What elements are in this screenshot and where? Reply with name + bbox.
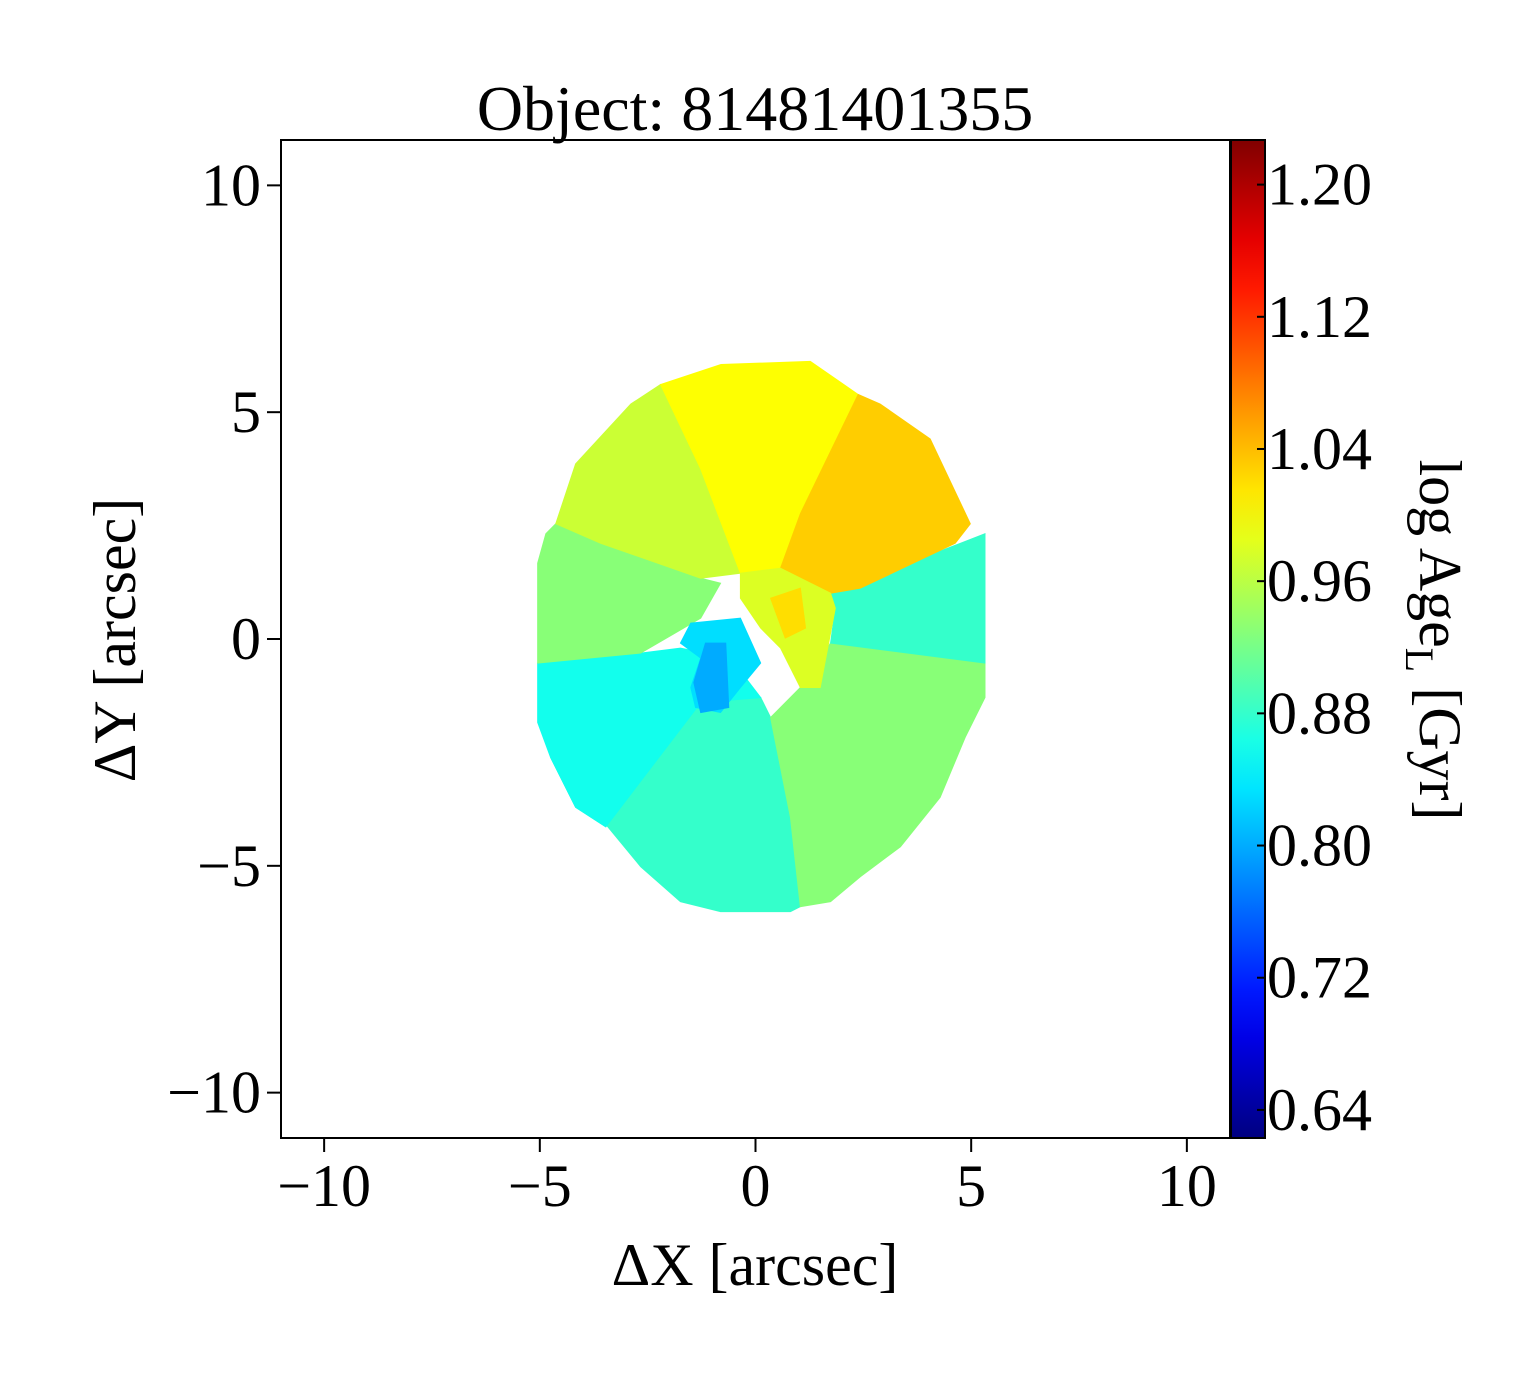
bin bbox=[769, 587, 807, 639]
x-axis-label: ΔX [arcsec] bbox=[612, 1232, 899, 1298]
colorbar bbox=[1230, 139, 1266, 1139]
y-tick-label: 5 bbox=[231, 379, 261, 445]
colorbar-label-unit: [Gyr] bbox=[1407, 672, 1473, 820]
chart-title: Object: 81481401355 bbox=[477, 73, 1033, 144]
y-tick-label: −5 bbox=[197, 833, 261, 899]
y-axis-label: ΔY [arcsec] bbox=[82, 498, 148, 783]
y-tick-label: 0 bbox=[231, 606, 261, 672]
colorbar-tick-label: 0.72 bbox=[1267, 945, 1372, 1011]
colorbar-tick-label: 0.80 bbox=[1267, 813, 1372, 879]
colorbar-label-sub: L bbox=[1397, 648, 1442, 672]
colorbar-tick-label: 0.64 bbox=[1267, 1077, 1372, 1143]
colorbar-label: log AgeL [Gyr] bbox=[1397, 459, 1473, 820]
bin bbox=[779, 393, 971, 594]
colorbar-tick-label: 1.04 bbox=[1267, 416, 1372, 482]
colorbar-tick-label: 1.12 bbox=[1267, 284, 1372, 350]
y-tick-label: −10 bbox=[167, 1060, 261, 1126]
x-tick-label: 10 bbox=[1157, 1153, 1217, 1219]
colorbar-tick-label: 0.96 bbox=[1267, 548, 1372, 614]
x-tick-label: −5 bbox=[508, 1153, 572, 1219]
colorbar-tick-label: 1.20 bbox=[1267, 152, 1372, 218]
plot-frame bbox=[280, 139, 1231, 1139]
colorbar-tick-label: 0.88 bbox=[1267, 680, 1372, 746]
x-tick-label: 0 bbox=[741, 1153, 771, 1219]
x-tick-label: 5 bbox=[956, 1153, 986, 1219]
x-tick-label: −10 bbox=[277, 1153, 371, 1219]
bin bbox=[693, 642, 730, 714]
colorbar-label-main: log Age bbox=[1407, 459, 1473, 647]
y-tick-label: 10 bbox=[201, 152, 261, 218]
